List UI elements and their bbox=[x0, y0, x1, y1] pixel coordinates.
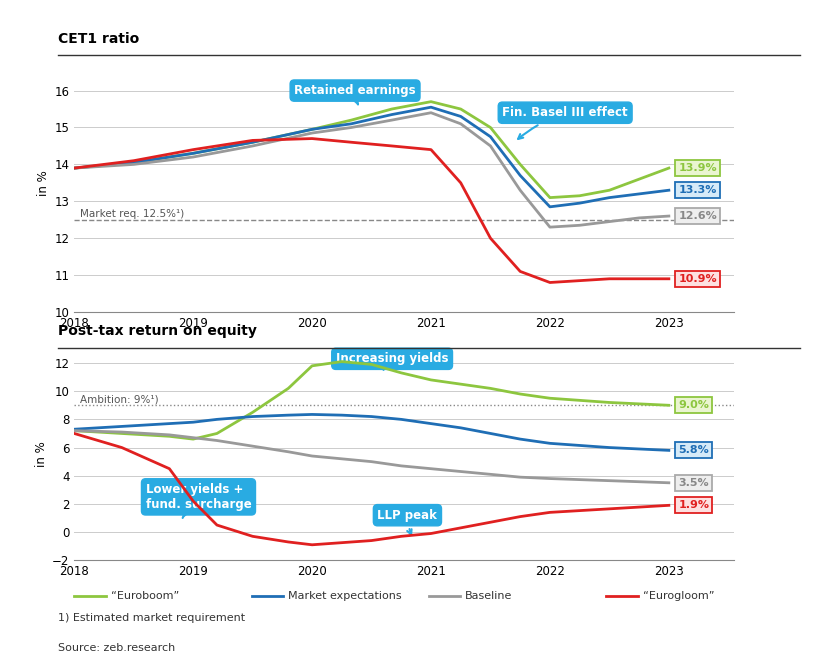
Text: 9.0%: 9.0% bbox=[678, 401, 710, 410]
Text: Increasing yields: Increasing yields bbox=[336, 352, 448, 370]
Text: 13.9%: 13.9% bbox=[678, 163, 717, 173]
Text: LLP peak: LLP peak bbox=[378, 509, 437, 534]
Y-axis label: in %: in % bbox=[37, 170, 50, 196]
Text: “Eurogloom”: “Eurogloom” bbox=[643, 591, 714, 601]
Text: Ambition: 9%¹): Ambition: 9%¹) bbox=[80, 395, 159, 405]
Text: 3.5%: 3.5% bbox=[678, 478, 709, 488]
Text: 12.6%: 12.6% bbox=[678, 211, 717, 221]
Text: 1) Estimated market requirement: 1) Estimated market requirement bbox=[58, 613, 245, 623]
Text: Source: zeb.research: Source: zeb.research bbox=[58, 643, 175, 653]
Text: “Euroboom”: “Euroboom” bbox=[111, 591, 179, 601]
Text: 10.9%: 10.9% bbox=[678, 274, 717, 284]
Text: Post-tax return on equity: Post-tax return on equity bbox=[58, 324, 257, 338]
Text: 13.3%: 13.3% bbox=[678, 185, 717, 195]
Text: Market req. 12.5%¹): Market req. 12.5%¹) bbox=[80, 209, 185, 219]
Text: CET1 ratio: CET1 ratio bbox=[58, 32, 139, 46]
Text: Market expectations: Market expectations bbox=[288, 591, 402, 601]
Y-axis label: in %: in % bbox=[35, 442, 48, 468]
Text: 1.9%: 1.9% bbox=[678, 501, 710, 511]
Text: Lower yields +
fund. surcharge: Lower yields + fund. surcharge bbox=[145, 483, 252, 518]
Text: 5.8%: 5.8% bbox=[678, 446, 710, 456]
Text: Retained earnings: Retained earnings bbox=[295, 84, 416, 105]
Text: Fin. Basel III effect: Fin. Basel III effect bbox=[502, 106, 628, 139]
Text: Baseline: Baseline bbox=[465, 591, 512, 601]
